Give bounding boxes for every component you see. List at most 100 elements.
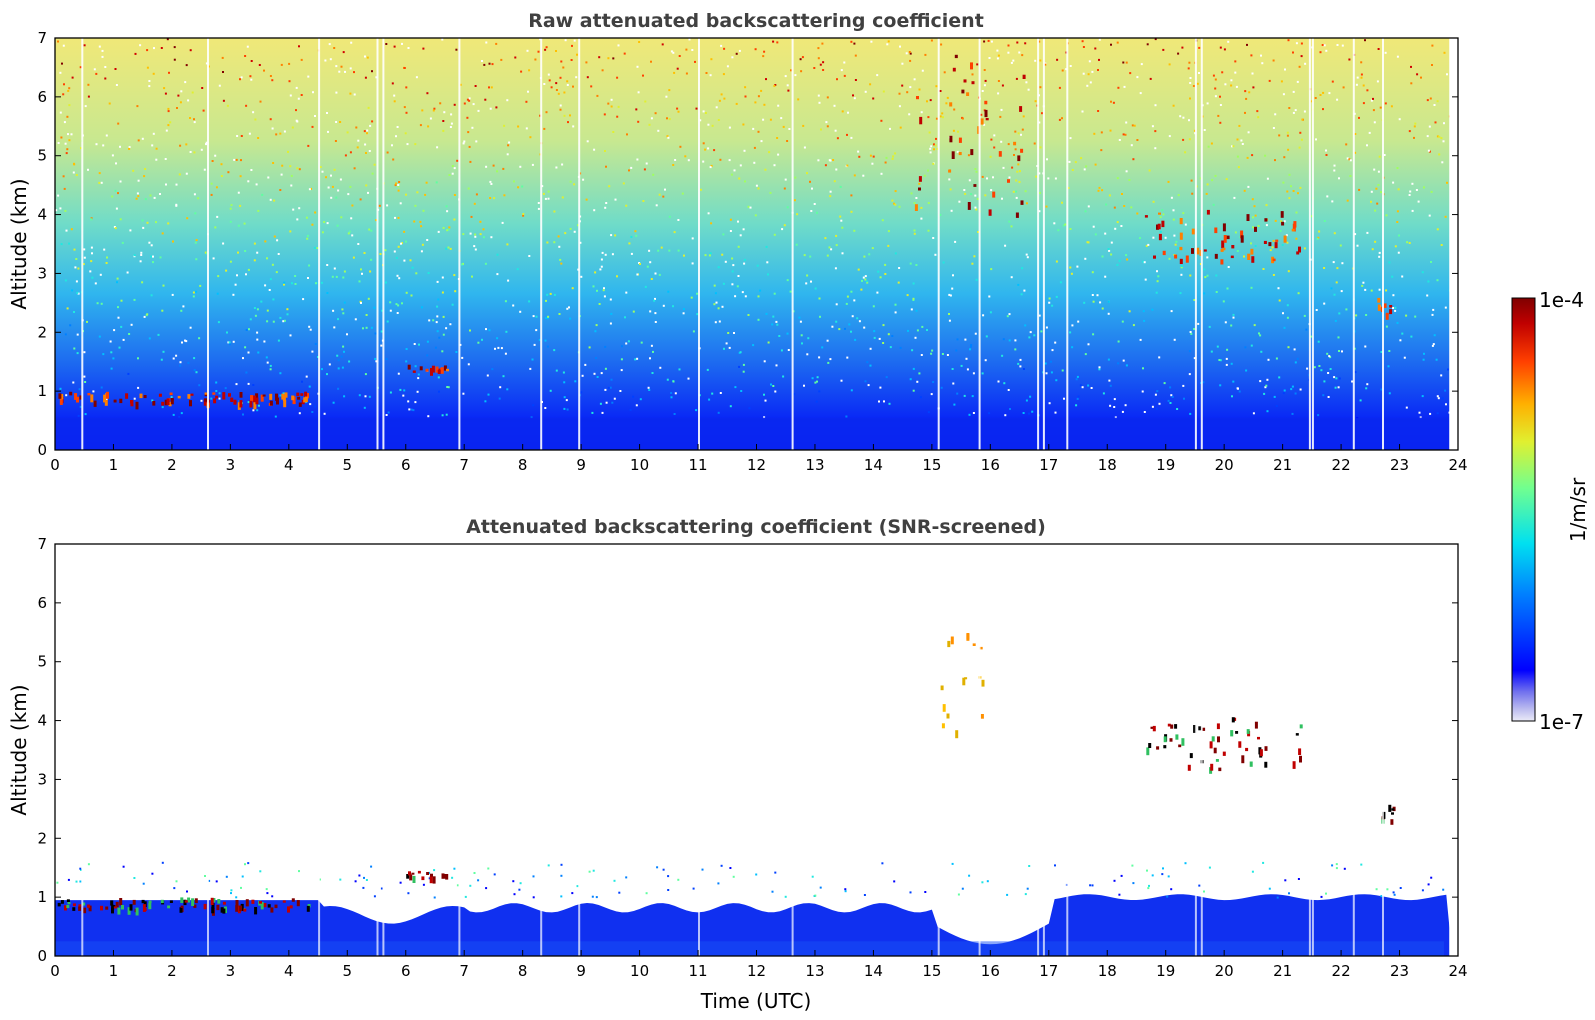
x-tick-label: 13 [805, 962, 824, 980]
colorbar-max-label: 1e-4 [1539, 288, 1584, 312]
data-gap [207, 544, 209, 956]
y-tick-label: 1 [37, 888, 47, 906]
x-tick-label: 22 [1332, 962, 1351, 980]
x-tick-label: 20 [1215, 962, 1234, 980]
x-tick-label: 15 [922, 456, 941, 474]
data-gap [382, 544, 385, 956]
data-gap [458, 38, 461, 450]
x-tick-label: 10 [630, 962, 649, 980]
x-tick-label: 6 [401, 962, 411, 980]
data-gap [1311, 544, 1314, 956]
x-tick-label: 1 [109, 962, 119, 980]
data-gap [1352, 38, 1355, 450]
x-tick-label: 6 [401, 456, 411, 474]
x-tick-label: 22 [1332, 456, 1351, 474]
panel-raw-title: Raw attenuated backscattering coefficien… [528, 10, 984, 32]
panel-screened-heatmap [55, 544, 1458, 956]
data-gap [578, 38, 581, 450]
panel-screened-axes: 0 1 2 3 4 5 6 7 8 9 10 11 12 13 14 15 16 17 18 19 20 21 22 23 24… [37, 535, 1467, 980]
data-gap [791, 38, 794, 450]
x-tick-label: 2 [167, 962, 177, 980]
data-gap [937, 544, 940, 956]
colorbar-unit-label: 1/m/sr [1566, 477, 1590, 542]
x-tick-label: 9 [576, 456, 586, 474]
y-tick-label: 7 [37, 29, 47, 47]
y-tick-label: 0 [37, 947, 47, 965]
x-tick-label: 4 [284, 962, 294, 980]
cloud-feature [940, 633, 985, 739]
x-tick-label: 14 [864, 962, 883, 980]
data-gap [1382, 38, 1384, 450]
panel-screened-xlabel: Time (UTC) [700, 989, 812, 1013]
panel-screened: Attenuated backscattering coefficient (S… [7, 516, 1468, 1013]
x-tick-label: 12 [747, 962, 766, 980]
panel-raw-heatmap [55, 38, 1458, 450]
colorbar-min-label: 1e-7 [1539, 710, 1584, 734]
colorbar-gradient [1511, 297, 1536, 722]
data-gap [1066, 38, 1069, 450]
panel-raw: Raw attenuated backscattering coefficien… [7, 10, 1468, 474]
y-tick-label: 0 [37, 441, 47, 459]
x-tick-label: 18 [1098, 962, 1117, 980]
data-gap [1042, 38, 1045, 450]
x-tick-label: 1 [109, 456, 119, 474]
panel-screened-ylabel: Altitude (km) [7, 684, 31, 815]
data-gap [1037, 38, 1040, 450]
data-gap [698, 544, 700, 956]
data-gap [1382, 544, 1384, 956]
x-tick-label: 21 [1273, 456, 1292, 474]
x-tick-label: 7 [459, 962, 469, 980]
cloud-feature [407, 364, 449, 376]
data-gap [937, 38, 940, 450]
x-tick-label: 5 [343, 962, 353, 980]
x-tick-label: 5 [343, 456, 353, 474]
cloud-feature [1144, 209, 1301, 265]
no-data-region [1449, 38, 1458, 450]
x-tick-label: 9 [576, 962, 586, 980]
data-gap [578, 544, 581, 956]
cloud-feature [58, 391, 309, 410]
data-gap [978, 38, 981, 450]
data-gap [1042, 544, 1045, 956]
panel-raw-ylabel: Altitude (km) [7, 178, 31, 309]
x-tick-label: 23 [1390, 962, 1409, 980]
x-tick-label: 12 [747, 456, 766, 474]
x-tick-label: 11 [688, 456, 707, 474]
x-tick-label: 18 [1098, 456, 1117, 474]
x-tick-label: 13 [805, 456, 824, 474]
y-tick-label: 7 [37, 535, 47, 553]
x-tick-label: 4 [284, 456, 294, 474]
raw-background [55, 38, 1458, 450]
data-gap [540, 38, 543, 450]
y-tick-label: 5 [37, 147, 47, 165]
data-gap [81, 38, 84, 450]
cloud-feature [57, 897, 311, 916]
x-tick-label: 10 [630, 456, 649, 474]
data-gap [81, 544, 84, 956]
data-gap [318, 38, 321, 450]
y-tick-label: 6 [37, 88, 47, 106]
x-tick-label: 23 [1390, 456, 1409, 474]
y-tick-label: 3 [37, 770, 47, 788]
data-gap [791, 544, 794, 956]
x-tick-label: 21 [1273, 962, 1292, 980]
data-gap [1066, 544, 1069, 956]
data-gap [458, 544, 461, 956]
y-tick-label: 1 [37, 382, 47, 400]
y-tick-label: 4 [37, 712, 47, 730]
data-gap [540, 544, 543, 956]
data-gap [978, 544, 981, 956]
colorbar: 1e-4 1e-7 1/m/sr [1511, 288, 1590, 734]
cloud-feature [406, 870, 449, 884]
x-tick-label: 16 [981, 456, 1000, 474]
x-tick-label: 17 [1039, 456, 1058, 474]
x-tick-label: 19 [1156, 962, 1175, 980]
y-tick-label: 6 [37, 594, 47, 612]
data-gap [1311, 38, 1314, 450]
data-gap [376, 38, 379, 450]
x-tick-label: 8 [518, 962, 528, 980]
screened-boundary-layer [55, 894, 1458, 956]
data-gap [1352, 544, 1355, 956]
data-gap [1194, 544, 1197, 956]
